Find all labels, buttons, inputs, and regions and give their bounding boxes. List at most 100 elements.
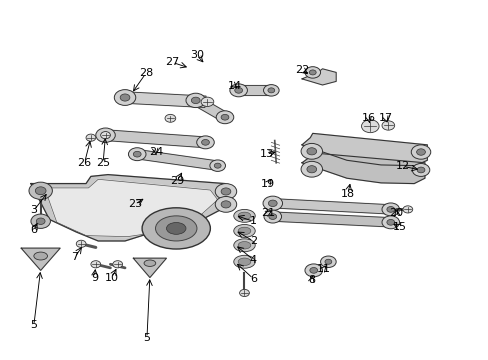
Text: 6: 6 (30, 225, 37, 235)
Ellipse shape (301, 143, 322, 159)
Text: 22: 22 (294, 64, 308, 75)
Ellipse shape (410, 145, 430, 159)
Ellipse shape (29, 182, 52, 199)
Text: 30: 30 (189, 50, 203, 60)
Text: 13: 13 (259, 149, 273, 159)
Text: 17: 17 (378, 113, 392, 123)
Text: 5: 5 (143, 333, 150, 343)
Ellipse shape (267, 88, 274, 93)
Polygon shape (238, 85, 271, 95)
Circle shape (91, 261, 101, 268)
Ellipse shape (263, 196, 282, 211)
Ellipse shape (238, 227, 250, 235)
Ellipse shape (234, 87, 242, 93)
Ellipse shape (233, 210, 255, 222)
Circle shape (402, 206, 412, 213)
Ellipse shape (221, 201, 230, 208)
Ellipse shape (381, 203, 399, 216)
Ellipse shape (309, 70, 316, 75)
Ellipse shape (238, 242, 250, 249)
Ellipse shape (268, 200, 277, 207)
Text: 6: 6 (249, 274, 256, 284)
Ellipse shape (264, 210, 281, 223)
Polygon shape (104, 130, 206, 148)
Text: 4: 4 (249, 255, 256, 265)
Text: 16: 16 (361, 113, 375, 123)
Text: 28: 28 (139, 68, 153, 78)
Ellipse shape (209, 160, 225, 171)
Polygon shape (136, 150, 219, 170)
Polygon shape (133, 258, 166, 278)
Ellipse shape (221, 188, 230, 195)
Ellipse shape (216, 111, 233, 124)
Ellipse shape (221, 114, 228, 120)
Text: 18: 18 (340, 189, 354, 199)
Ellipse shape (263, 85, 279, 96)
Ellipse shape (229, 84, 247, 97)
Ellipse shape (215, 197, 236, 212)
Ellipse shape (416, 149, 425, 155)
Circle shape (113, 261, 122, 268)
Polygon shape (272, 212, 390, 227)
Text: 29: 29 (170, 176, 184, 186)
Text: 24: 24 (148, 147, 163, 157)
Text: 1: 1 (249, 216, 256, 226)
Text: 2: 2 (249, 236, 256, 246)
Polygon shape (124, 92, 205, 108)
Ellipse shape (305, 67, 320, 78)
Text: 9: 9 (91, 273, 98, 283)
Ellipse shape (215, 184, 236, 199)
Circle shape (164, 114, 175, 122)
Ellipse shape (35, 187, 46, 195)
Ellipse shape (306, 166, 316, 173)
Ellipse shape (238, 258, 250, 265)
Ellipse shape (133, 151, 141, 157)
Ellipse shape (306, 148, 316, 155)
Circle shape (101, 132, 110, 139)
Ellipse shape (233, 225, 255, 237)
Circle shape (381, 121, 394, 130)
Ellipse shape (386, 207, 394, 212)
Ellipse shape (185, 93, 205, 108)
Polygon shape (302, 69, 335, 85)
Ellipse shape (416, 167, 424, 173)
Ellipse shape (411, 163, 429, 176)
Ellipse shape (214, 163, 221, 168)
Ellipse shape (233, 239, 255, 252)
Ellipse shape (309, 267, 317, 273)
Ellipse shape (31, 214, 50, 228)
Circle shape (76, 240, 86, 247)
Circle shape (201, 97, 213, 107)
Ellipse shape (191, 97, 200, 104)
Circle shape (86, 134, 96, 141)
Ellipse shape (201, 139, 209, 145)
Text: 10: 10 (104, 273, 119, 283)
Ellipse shape (233, 255, 255, 268)
Text: 19: 19 (260, 179, 274, 189)
Text: 23: 23 (127, 199, 142, 210)
Circle shape (239, 289, 249, 297)
Ellipse shape (96, 128, 115, 142)
Text: 11: 11 (316, 264, 330, 274)
Polygon shape (44, 179, 217, 237)
Text: 26: 26 (77, 158, 91, 168)
Ellipse shape (120, 94, 130, 101)
Ellipse shape (238, 212, 250, 220)
Text: 14: 14 (227, 81, 241, 91)
Text: 5: 5 (30, 320, 37, 330)
Ellipse shape (301, 161, 322, 177)
Ellipse shape (386, 220, 394, 225)
Polygon shape (191, 97, 228, 121)
Ellipse shape (155, 216, 197, 241)
Ellipse shape (196, 136, 214, 149)
Polygon shape (302, 153, 424, 184)
Text: 21: 21 (260, 208, 274, 218)
Ellipse shape (144, 260, 156, 266)
Text: 12: 12 (395, 161, 409, 171)
Circle shape (361, 120, 378, 133)
Text: 25: 25 (96, 158, 110, 168)
Text: 8: 8 (307, 275, 315, 285)
Text: 27: 27 (165, 57, 179, 67)
Ellipse shape (34, 252, 47, 260)
Polygon shape (272, 199, 390, 214)
